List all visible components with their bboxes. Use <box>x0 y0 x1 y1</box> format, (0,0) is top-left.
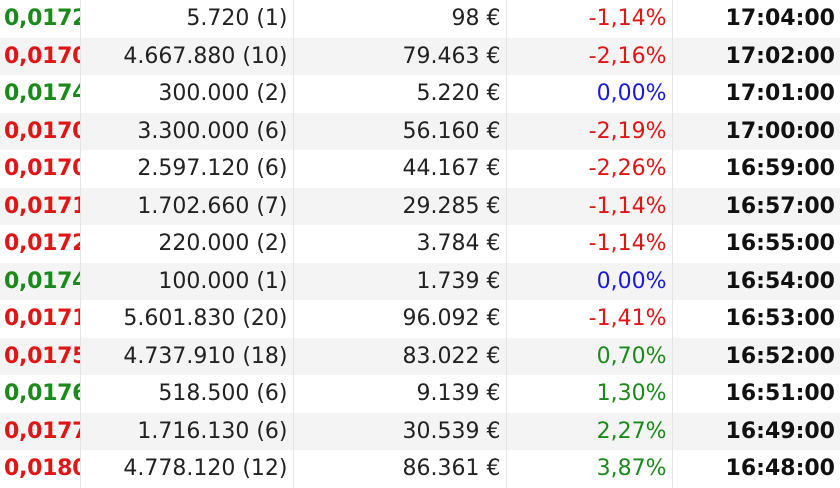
trade-volume: 1.716.130 (6) <box>80 412 294 450</box>
trade-row: 0,0170 2.597.120 (6) 44.167 € -2,26% 16:… <box>0 150 840 188</box>
trade-price: 0,0174 <box>0 75 81 113</box>
trade-volume: 4.667.880 (10) <box>80 37 294 75</box>
trade-volume: 4.737.910 (18) <box>80 337 294 375</box>
trade-change: -2,26% <box>506 150 673 188</box>
trade-value: 83.022 € <box>293 337 507 375</box>
trade-value: 96.092 € <box>293 300 507 338</box>
trade-volume: 2.597.120 (6) <box>80 150 294 188</box>
trade-time: 16:51:00 <box>725 381 835 407</box>
trade-change: -1,14% <box>506 225 673 263</box>
trade-price: 0,0170 <box>0 150 81 188</box>
trade-row: 0,0180 4.778.120 (12) 86.361 € 3,87% 16:… <box>0 450 840 488</box>
trade-change: -1,41% <box>506 300 673 338</box>
trade-row: 0,0170 3.300.000 (6) 56.160 € -2,19% 17:… <box>0 112 840 150</box>
trade-price: 0,0170 <box>0 37 81 75</box>
trade-change: -2,19% <box>506 112 673 150</box>
trade-time: 16:59:00 <box>725 156 835 182</box>
trade-row: 0,0171 1.702.660 (7) 29.285 € -1,14% 16:… <box>0 187 840 225</box>
trade-row: 0,0174 100.000 (1) 1.739 € 0,00% 16:54:0… <box>0 262 840 300</box>
trade-time: 17:02:00 <box>672 37 840 75</box>
trade-row: 0,0175 4.737.910 (18) 83.022 € 0,70% 16:… <box>0 337 840 375</box>
trade-time: 16:52:00 <box>672 337 840 375</box>
trade-row: 0,0176 518.500 (6) 9.139 € 1,30% 16:51:0… <box>0 375 840 413</box>
trade-price: 0,0175 <box>0 337 81 375</box>
trade-change: 3,87% <box>506 450 673 488</box>
trade-price: 0,0171 <box>0 187 81 225</box>
trade-change: -1,14% <box>506 0 673 38</box>
trade-value: 44.167 € <box>293 150 507 188</box>
trade-value: 30.539 € <box>293 412 507 450</box>
trade-price: 0,0177 <box>0 412 81 450</box>
trade-price: 0,0171 <box>0 300 81 338</box>
trade-value: 3.784 € <box>293 225 507 263</box>
trade-time: 16:55:00 <box>725 231 835 257</box>
trade-value: 5.220 € <box>293 75 507 113</box>
trade-change: -1,14% <box>506 187 673 225</box>
trade-time: 16:48:00 <box>725 456 835 482</box>
trade-price: 0,0174 <box>0 262 81 300</box>
trade-row: 0,0177 1.716.130 (6) 30.539 € 2,27% 16:4… <box>0 412 840 450</box>
trade-change: 0,00% <box>506 262 673 300</box>
trade-value: 29.285 € <box>293 187 507 225</box>
trade-change: 1,30% <box>506 375 673 413</box>
trade-row: 0,0171 5.601.830 (20) 96.092 € -1,41% 16… <box>0 300 840 338</box>
trade-volume: 220.000 (2) <box>80 225 294 263</box>
trade-price: 0,0180 <box>0 450 81 488</box>
trade-price: 0,0176 <box>0 375 81 413</box>
trade-value: 98 € <box>293 0 507 38</box>
trade-change: -2,16% <box>506 37 673 75</box>
trade-time: 16:53:00 <box>725 306 835 332</box>
trade-time: 17:01:00 <box>725 81 835 107</box>
trade-row: 0,0170 4.667.880 (10) 79.463 € -2,16% 17… <box>0 37 840 75</box>
trade-price: 0,0172 <box>0 0 81 38</box>
trade-value: 86.361 € <box>293 450 507 488</box>
trade-volume: 3.300.000 (6) <box>80 112 294 150</box>
trade-value: 79.463 € <box>293 37 507 75</box>
trade-value: 9.139 € <box>293 375 507 413</box>
trade-volume: 4.778.120 (12) <box>80 450 294 488</box>
trade-volume: 1.702.660 (7) <box>80 187 294 225</box>
trade-row: 0,0172 5.720 (1) 98 € -1,14% 17:04:00 <box>0 0 840 38</box>
trade-time: 17:00:00 <box>672 112 840 150</box>
trade-value: 1.739 € <box>293 262 507 300</box>
trade-time: 16:54:00 <box>672 262 840 300</box>
trade-time: 17:04:00 <box>725 6 835 32</box>
trade-volume: 5.720 (1) <box>80 0 294 38</box>
trade-time: 16:57:00 <box>672 187 840 225</box>
trade-volume: 300.000 (2) <box>80 75 294 113</box>
trade-change: 0,70% <box>506 337 673 375</box>
trade-volume: 518.500 (6) <box>80 375 294 413</box>
trade-price: 0,0170 <box>0 112 81 150</box>
trade-value: 56.160 € <box>293 112 507 150</box>
trade-row: 0,0174 300.000 (2) 5.220 € 0,00% 17:01:0… <box>0 75 840 113</box>
trade-row: 0,0172 220.000 (2) 3.784 € -1,14% 16:55:… <box>0 225 840 263</box>
trade-volume: 5.601.830 (20) <box>80 300 294 338</box>
trade-change: 2,27% <box>506 412 673 450</box>
trade-change: 0,00% <box>506 75 673 113</box>
trade-volume: 100.000 (1) <box>80 262 294 300</box>
trade-price: 0,0172 <box>0 225 81 263</box>
trade-time: 16:49:00 <box>672 412 840 450</box>
